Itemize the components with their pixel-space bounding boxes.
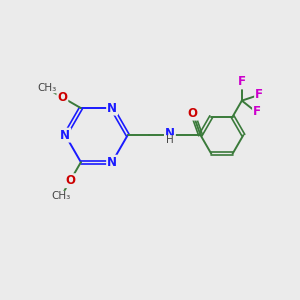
Text: F: F (255, 88, 263, 101)
Text: F: F (253, 104, 261, 118)
Text: CH₃: CH₃ (37, 83, 56, 93)
Text: CH₃: CH₃ (51, 191, 70, 201)
Text: N: N (60, 129, 70, 142)
Text: H: H (166, 136, 174, 146)
Text: O: O (188, 106, 197, 120)
Text: N: N (165, 127, 175, 140)
Text: F: F (238, 75, 246, 88)
Text: O: O (65, 174, 75, 187)
Text: N: N (107, 102, 117, 115)
Text: N: N (107, 156, 117, 169)
Text: O: O (57, 91, 68, 104)
